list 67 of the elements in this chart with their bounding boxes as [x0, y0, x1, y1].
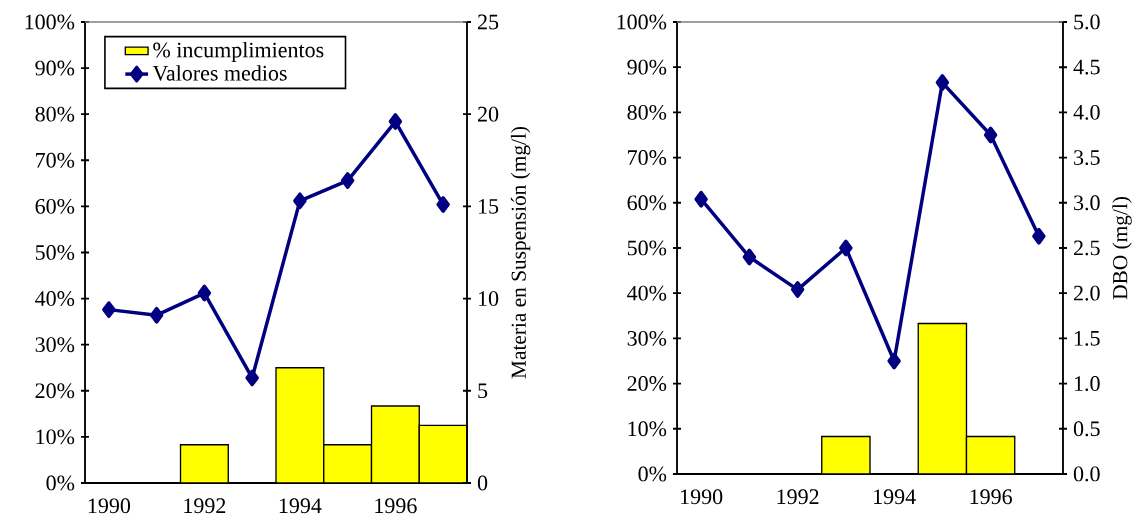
point	[935, 74, 950, 91]
y-tick-label: 40%	[35, 291, 75, 307]
y-tick-label: 50%	[35, 245, 75, 260]
y-tick-label: 60%	[35, 198, 75, 214]
y2-tick-label: 1.5	[1074, 330, 1100, 346]
y-tick-label: 50%	[627, 240, 667, 256]
y-tick-label: 30%	[35, 337, 75, 353]
legend-label: % incumplimientos	[153, 41, 324, 62]
y-tick-label: 30%	[627, 330, 667, 346]
y-tick-label: 20%	[35, 383, 75, 399]
y2-tick-label: 15	[478, 199, 499, 214]
y2-tick-label: 0.0	[1073, 466, 1100, 482]
y2-tick-label: 4.0	[1073, 104, 1100, 120]
y-tick-label: 100%	[617, 14, 667, 30]
y2-tick-label: 4.5	[1073, 59, 1100, 75]
point	[197, 284, 212, 302]
point	[887, 352, 901, 370]
y-tick-label: 70%	[628, 150, 667, 166]
y2-tick-label: 2.0	[1074, 285, 1100, 301]
y2-tick-label: 3.5	[1074, 150, 1100, 166]
y2-tick-label: 5	[478, 383, 488, 399]
y-tick-label: 40%	[627, 285, 667, 301]
point	[1032, 227, 1046, 245]
y2-axis-title: Materia en Suspensión (mg/l)	[510, 126, 531, 379]
point	[102, 301, 116, 319]
point	[742, 248, 757, 266]
y-tick-label: 20%	[627, 376, 667, 392]
y-tick-label: 0%	[46, 475, 75, 491]
point	[293, 192, 307, 210]
point	[694, 190, 708, 208]
point	[436, 196, 450, 213]
y-tick-label: 80%	[627, 104, 667, 120]
y2-tick-label: 3.0	[1074, 195, 1100, 211]
point	[340, 172, 355, 189]
y2-tick-label: 10	[478, 291, 499, 306]
x-tick-label: 1992	[184, 498, 226, 514]
y2-tick-label: 2.5	[1074, 240, 1100, 256]
x-tick-label: 1996	[375, 498, 417, 514]
y-tick-label: 100%	[25, 14, 75, 30]
y2-tick-label: 20	[478, 106, 499, 122]
x-tick-label: 1996	[970, 489, 1012, 505]
point	[839, 239, 853, 257]
y2-tick-label: 0.5	[1073, 421, 1100, 437]
y2-tick-label: 5.0	[1074, 14, 1100, 30]
y-tick-label: 70%	[36, 152, 75, 168]
x-tick-label: 1990	[681, 489, 723, 505]
x-tick-label: 1992	[777, 489, 819, 505]
y-tick-label: 90%	[627, 59, 667, 75]
x-tick-label: 1994	[279, 498, 322, 514]
legend-label: Valores medios	[152, 65, 287, 81]
point	[790, 281, 805, 298]
y2-tick-label: 0	[477, 475, 488, 491]
y-tick-label: 80%	[35, 106, 75, 122]
y2-tick-label: 1.0	[1074, 376, 1100, 392]
y-tick-label: 10%	[628, 421, 667, 437]
y2-axis-title: DBO (mg/l)	[1112, 197, 1132, 300]
point	[983, 126, 998, 144]
y-tick-label: 60%	[627, 195, 667, 211]
x-tick-label: 1994	[874, 489, 916, 505]
x-tick-label: 1990	[88, 498, 131, 514]
y-tick-label: 90%	[35, 60, 75, 76]
y2-tick-label: 25	[478, 14, 499, 30]
point	[149, 306, 164, 324]
y-tick-label: 10%	[36, 429, 75, 445]
point	[245, 369, 259, 387]
point	[388, 113, 403, 130]
y-tick-label: 0%	[638, 466, 667, 482]
